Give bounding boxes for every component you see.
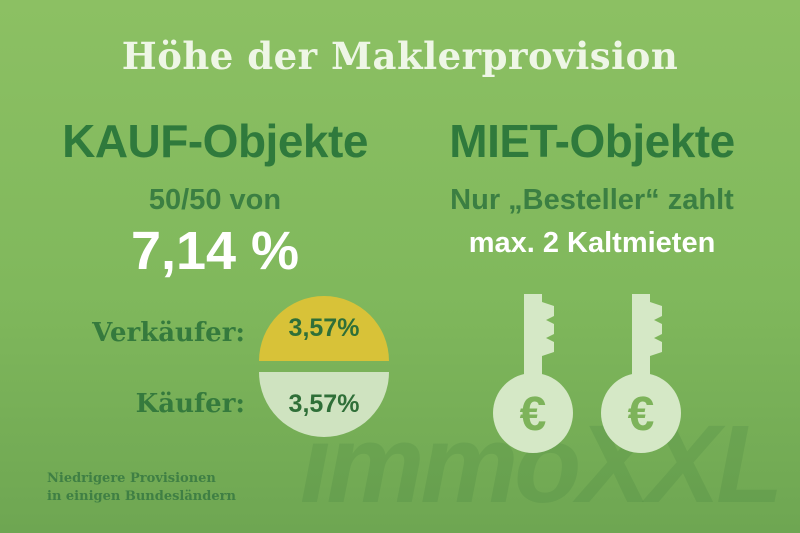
euro-symbol: € xyxy=(628,388,655,441)
miet-heading: MIET-Objekte xyxy=(449,115,735,167)
seller-share-value: 3,57% xyxy=(288,314,360,342)
page-title: Höhe der Maklerprovision xyxy=(121,34,679,78)
footnote-line2: in einigen Bundesländern xyxy=(47,489,236,504)
euro-key-icon: € xyxy=(488,290,578,460)
miet-line1: Nur „Besteller“ zahlt xyxy=(450,184,734,216)
miet-line2: max. 2 Kaltmieten xyxy=(468,227,716,259)
footnote: Niedrigere Provisionen in einigen Bundes… xyxy=(47,470,277,506)
buyer-label: Käufer: xyxy=(135,389,245,419)
euro-key-icon: € xyxy=(596,290,686,460)
footnote-line1: Niedrigere Provisionen xyxy=(47,471,216,486)
seller-share-half: 3,57% xyxy=(259,296,389,361)
kauf-split-text: 50/50 von xyxy=(148,184,282,216)
euro-symbol: € xyxy=(520,388,547,441)
seller-label: Verkäufer: xyxy=(92,318,245,348)
kauf-total-percent: 7,14 % xyxy=(130,221,300,281)
buyer-share-value: 3,57% xyxy=(288,390,360,418)
kauf-heading: KAUF-Objekte xyxy=(62,115,368,167)
